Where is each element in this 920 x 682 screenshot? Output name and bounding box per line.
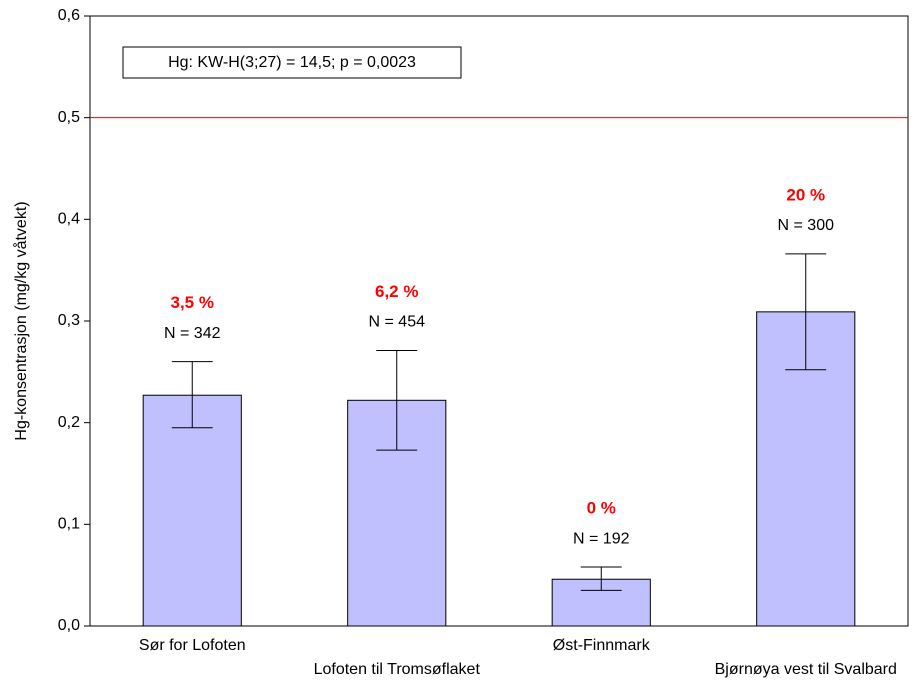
n-label: N = 454 [369, 314, 426, 331]
y-tick-label: 0,2 [58, 414, 80, 431]
y-axis-label: Hg-konsentrasjon (mg/kg våtvekt) [12, 201, 30, 440]
x-tick-label: Sør for Lofoten [139, 637, 246, 654]
y-tick-label: 0,0 [58, 617, 80, 634]
y-tick-label: 0,3 [58, 312, 80, 329]
x-tick-label: Øst-Finnmark [553, 637, 651, 654]
y-tick-label: 0,6 [58, 7, 80, 24]
y-tick-label: 0,5 [58, 109, 80, 126]
n-label: N = 342 [164, 325, 221, 342]
share-label: 0 % [587, 499, 616, 518]
y-tick-label: 0,4 [58, 211, 80, 228]
x-tick-label: Bjørnøya vest til Svalbard [715, 661, 897, 678]
y-tick-label: 0,1 [58, 516, 80, 533]
annotation-box [122, 46, 462, 79]
share-label: 3,5 % [171, 293, 214, 312]
share-label: 20 % [786, 185, 825, 204]
annotation: Hg: KW-H(3;27) = 14,5; p = 0,0023 [168, 54, 416, 71]
bar [142, 394, 242, 627]
n-label: N = 192 [573, 530, 630, 547]
n-label: N = 300 [778, 217, 835, 234]
share-label: 6,2 % [375, 282, 418, 301]
x-tick-label: Lofoten til Tromsøflaket [314, 661, 481, 678]
